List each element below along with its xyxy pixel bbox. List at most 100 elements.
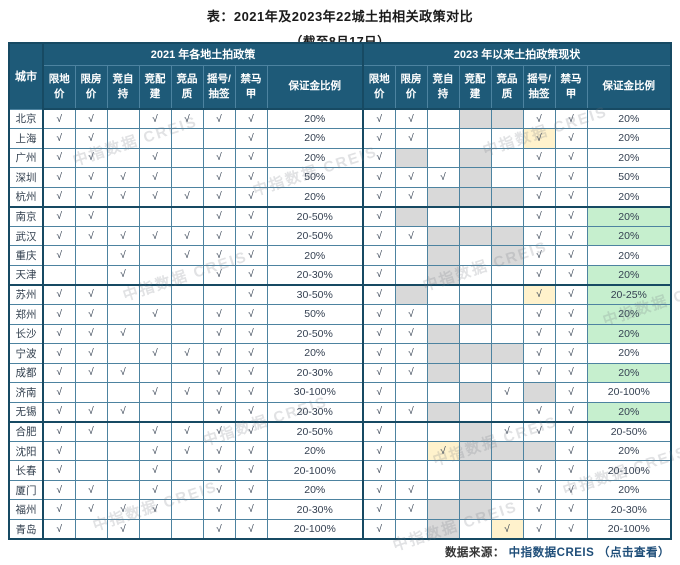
deposit-cell-2021: 20% — [266, 108, 364, 130]
policy-cell-2021: √ — [202, 264, 236, 286]
policy-cell-2023: √ — [362, 264, 396, 286]
policy-cell-2021: √ — [234, 499, 268, 520]
policy-cell-2023: √ — [522, 264, 556, 286]
policy-cell-2021: √ — [234, 518, 268, 540]
policy-cell-2021 — [170, 401, 204, 423]
col-header-2023-policy-6: 禁马甲 — [554, 64, 588, 110]
col-header-2023-policy-2: 竞自持 — [426, 64, 460, 110]
policy-cell-2023: √ — [362, 499, 396, 520]
col-header-2021-policy-5: 摇号/抽签 — [202, 64, 236, 110]
deposit-cell-2021: 20% — [266, 128, 364, 149]
policy-cell-2021 — [138, 362, 172, 384]
policy-cell-2023: √ — [490, 518, 524, 540]
policy-cell-2023: √ — [394, 499, 428, 520]
city-cell: 深圳 — [8, 167, 44, 188]
table-row: 郑州 √ √ √ √ √ 50% √ √ √ √ 20% — [8, 303, 672, 325]
city-cell: 长春 — [8, 460, 44, 481]
policy-cell-2021 — [138, 323, 172, 345]
city-cell: 武汉 — [8, 225, 44, 247]
policy-cell-2021: √ — [74, 479, 108, 501]
policy-cell-2023: √ — [522, 362, 556, 384]
policy-cell-2021 — [138, 284, 172, 305]
policy-cell-2023: √ — [554, 128, 588, 149]
policy-cell-2023 — [458, 225, 492, 247]
policy-cell-2023: √ — [554, 206, 588, 227]
policy-cell-2021: √ — [234, 108, 268, 130]
policy-cell-2023: √ — [522, 499, 556, 520]
policy-cell-2021 — [170, 284, 204, 305]
data-source-view-link[interactable]: （点击查看） — [598, 547, 670, 559]
policy-cell-2023 — [490, 499, 524, 520]
policy-cell-2023 — [426, 343, 460, 364]
deposit-cell-2023: 20% — [586, 245, 672, 266]
policy-cell-2021: √ — [234, 245, 268, 266]
city-cell: 合肥 — [8, 421, 44, 442]
policy-cell-2021: √ — [106, 167, 140, 188]
policy-cell-2021: √ — [234, 186, 268, 208]
policy-cell-2023: √ — [554, 108, 588, 130]
policy-cell-2023: √ — [362, 225, 396, 247]
policy-cell-2021: √ — [170, 343, 204, 364]
policy-cell-2023: √ — [362, 206, 396, 227]
policy-cell-2023: √ — [362, 108, 396, 130]
policy-cell-2021: √ — [234, 343, 268, 364]
policy-cell-2023: √ — [362, 460, 396, 481]
policy-cell-2021 — [138, 401, 172, 423]
policy-cell-2021: √ — [202, 147, 236, 169]
policy-cell-2023 — [394, 460, 428, 481]
city-cell: 天津 — [8, 264, 44, 286]
policy-cell-2023 — [458, 245, 492, 266]
deposit-cell-2023: 20% — [586, 225, 672, 247]
table-row: 长春 √ √ √ √ 20-100% √ √ √ 20-100% — [8, 460, 672, 481]
policy-cell-2021: √ — [234, 382, 268, 403]
policy-cell-2021: √ — [106, 518, 140, 540]
table-row: 无锡 √ √ √ √ √ 20-30% √ √ √ √ 20% — [8, 401, 672, 423]
policy-cell-2021 — [170, 479, 204, 501]
policy-cell-2023: √ — [362, 284, 396, 305]
policy-cell-2021: √ — [234, 421, 268, 442]
deposit-cell-2021: 20-30% — [266, 362, 364, 384]
deposit-cell-2023: 20-100% — [586, 460, 672, 481]
deposit-cell-2023: 20% — [586, 128, 672, 149]
policy-cell-2023: √ — [522, 343, 556, 364]
policy-cell-2021: √ — [170, 245, 204, 266]
policy-cell-2021: √ — [138, 499, 172, 520]
policy-cell-2021: √ — [74, 108, 108, 130]
policy-cell-2021: √ — [42, 225, 76, 247]
policy-cell-2023 — [490, 128, 524, 149]
policy-cell-2023: √ — [362, 440, 396, 462]
col-header-2023-policy-0: 限地价 — [362, 64, 396, 110]
policy-cell-2023 — [426, 460, 460, 481]
col-header-2021-deposit: 保证金比例 — [266, 64, 364, 110]
data-source-link[interactable]: 中指数据CREIS — [508, 547, 595, 559]
policy-cell-2021: √ — [42, 440, 76, 462]
city-cell: 郑州 — [8, 303, 44, 325]
city-cell: 青岛 — [8, 518, 44, 540]
policy-cell-2021: √ — [42, 128, 76, 149]
deposit-cell-2023: 20% — [586, 206, 672, 227]
policy-cell-2021: √ — [42, 186, 76, 208]
policy-cell-2023 — [490, 362, 524, 384]
policy-cell-2021 — [202, 128, 236, 149]
policy-cell-2021: √ — [202, 440, 236, 462]
deposit-cell-2021: 20-50% — [266, 225, 364, 247]
policy-cell-2023: √ — [554, 479, 588, 501]
policy-cell-2023 — [394, 382, 428, 403]
policy-cell-2021: √ — [234, 167, 268, 188]
deposit-cell-2021: 20-30% — [266, 264, 364, 286]
policy-cell-2023 — [458, 479, 492, 501]
data-source-footer: 数据来源： 中指数据CREIS （点击查看） — [445, 544, 670, 560]
policy-cell-2023: √ — [554, 421, 588, 442]
policy-cell-2023 — [490, 284, 524, 305]
policy-cell-2021 — [74, 264, 108, 286]
policy-cell-2021 — [106, 343, 140, 364]
policy-cell-2021: √ — [42, 245, 76, 266]
table-row: 厦门 √ √ √ √ √ 20% √ √ √ √ 20% — [8, 479, 672, 501]
deposit-cell-2023: 20-50% — [586, 421, 672, 442]
col-header-2023-deposit: 保证金比例 — [586, 64, 672, 110]
policy-cell-2021: √ — [202, 460, 236, 481]
deposit-cell-2023: 20% — [586, 401, 672, 423]
policy-cell-2021: √ — [202, 167, 236, 188]
city-cell: 苏州 — [8, 284, 44, 305]
deposit-cell-2021: 20-50% — [266, 206, 364, 227]
